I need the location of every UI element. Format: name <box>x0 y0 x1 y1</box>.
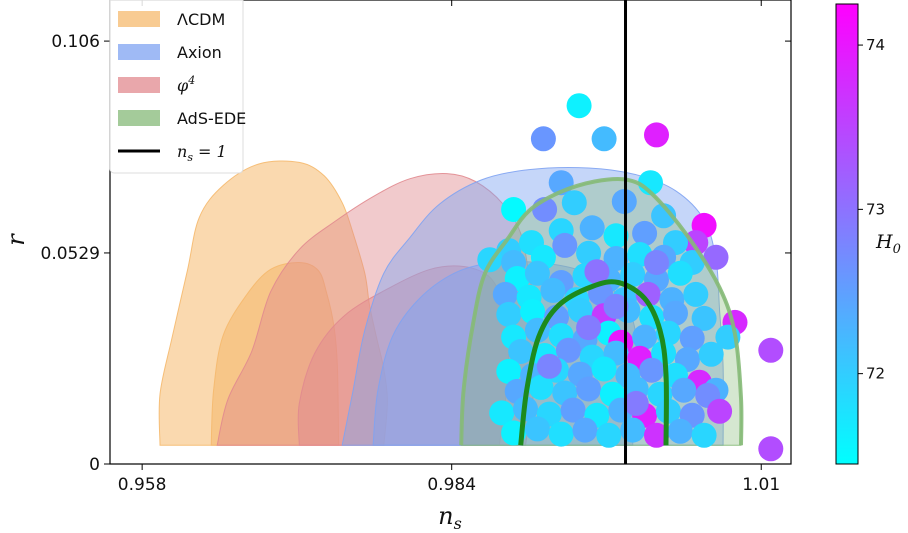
scatter-point <box>591 126 617 152</box>
scatter-point <box>691 422 717 448</box>
scatter-point <box>623 390 649 416</box>
plot-frame <box>109 0 792 465</box>
scatter-point <box>576 376 602 402</box>
scatter-point <box>632 220 658 246</box>
scatter-point <box>707 398 733 424</box>
scatter-point <box>528 374 554 400</box>
colorbar-tick-label: 74 <box>866 36 885 54</box>
legend-swatch <box>118 44 160 60</box>
contour-lines-layer <box>459 176 744 446</box>
legend-label: ns = 1 <box>177 142 227 164</box>
scatter-point <box>635 281 661 307</box>
scatter-point <box>540 277 566 303</box>
scatter-point <box>679 325 705 351</box>
legend-swatch <box>118 110 160 126</box>
scatter-point <box>530 126 556 152</box>
y-tick-label: 0 <box>89 455 100 475</box>
scatter-point <box>758 337 784 363</box>
scatter-point <box>552 232 578 258</box>
scatter-point <box>572 417 598 443</box>
y-tick-label: 0.0529 <box>41 244 100 264</box>
colorbar: 72 73 74 H0 <box>835 3 901 465</box>
scatter-point <box>603 293 629 319</box>
scatter-point <box>644 422 669 448</box>
x-tick-label: 1.01 <box>742 475 780 495</box>
scatter-point <box>591 356 617 382</box>
legend-box <box>109 0 244 174</box>
scatter-point <box>703 244 729 270</box>
scatter-point <box>596 422 622 448</box>
scatter-point <box>651 203 677 229</box>
scatter-point <box>644 250 669 275</box>
x-axis-title: ns <box>438 502 462 533</box>
scatter-point <box>524 416 550 442</box>
scatter-point <box>496 358 522 384</box>
x-tick-label: 0.958 <box>118 475 167 495</box>
colorbar-tick-label: 73 <box>866 200 885 218</box>
x-axis-ticks: 0.958 0.984 1.01 <box>118 0 780 495</box>
scatter-point <box>561 190 587 216</box>
scatter-point <box>508 339 534 364</box>
scatter-point <box>496 301 522 327</box>
scatter-point <box>536 353 562 379</box>
scatter-point <box>576 315 602 341</box>
scatter-point <box>683 281 709 307</box>
contour-ads-ede-95-outline <box>459 176 744 446</box>
colorbar-title: H0 <box>875 231 901 257</box>
scatter-point <box>632 324 658 350</box>
scatter-point <box>548 421 574 447</box>
scatter-point <box>603 223 629 249</box>
plot-area <box>109 0 792 465</box>
legend-label: AdS-EDE <box>177 109 246 128</box>
scatter-point <box>584 259 610 285</box>
scatter-point <box>671 377 697 403</box>
x-tick-label: 0.984 <box>427 475 476 495</box>
scatter-point <box>524 260 550 286</box>
scatter-point <box>579 215 605 241</box>
colorbar-ticks: 72 73 74 <box>858 36 885 383</box>
scatter-point <box>560 397 586 423</box>
legend-swatch <box>118 77 160 93</box>
scatter-point <box>698 341 724 367</box>
scatter-point <box>489 400 515 426</box>
y-tick-label: 0.106 <box>51 32 100 52</box>
scatter-point <box>758 436 784 462</box>
scatter-point <box>520 299 546 325</box>
scatter-point <box>691 305 717 331</box>
y-axis-ticks: 0 0.0529 0.106 <box>41 32 791 475</box>
scatter-point <box>667 418 693 444</box>
y-axis-title: r <box>2 233 30 246</box>
scatter-point <box>644 122 669 148</box>
scatter-point <box>667 260 693 286</box>
scatter-point <box>603 246 629 271</box>
scatter-point <box>501 197 527 222</box>
scatter-point <box>620 417 646 443</box>
scatter-point <box>492 281 518 307</box>
scatter-point <box>555 337 581 363</box>
colorbar-gradient <box>835 3 859 465</box>
scatter-point <box>663 300 688 326</box>
legend-label: Axion <box>177 43 222 62</box>
points-layer <box>477 93 784 462</box>
legend-label: ΛCDM <box>177 10 225 29</box>
legend-swatch <box>118 11 160 27</box>
contour-ads-ede-68-outline <box>518 279 669 446</box>
scatter-point <box>639 357 665 383</box>
scatter-point <box>566 93 592 119</box>
colorbar-tick-label: 72 <box>866 365 885 383</box>
